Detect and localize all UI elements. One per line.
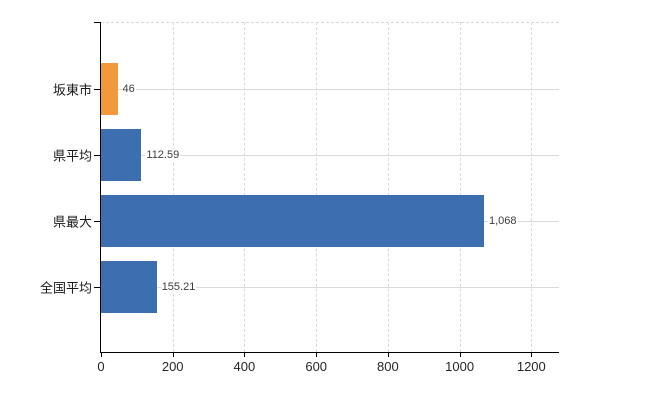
bar-value-label: 1,068 [488,215,518,227]
x-tick-label: 0 [97,359,105,374]
x-gridline [316,22,318,352]
bar-value-label: 155.21 [160,281,197,293]
category-label: 坂東市 [52,82,92,98]
x-tick-label: 600 [305,359,328,374]
y-gridline [101,287,559,288]
x-gridline [387,22,389,352]
x-tick-label: 800 [377,359,399,374]
y-axis-tick [94,287,100,288]
category-label: 全国平均 [39,280,92,296]
bar [101,195,484,247]
category-label: 県平均 [52,148,92,164]
x-axis-tick [316,352,318,357]
x-gridline [459,22,461,352]
y-gridline [101,89,559,90]
bar [101,63,118,115]
x-axis-tick [101,352,102,357]
plot-top-border [101,22,559,23]
x-axis-line [100,352,559,353]
category-label: 県最大 [52,214,92,230]
x-axis-tick [531,352,533,357]
x-tick-label: 1000 [445,359,475,374]
bar [101,129,142,181]
y-axis-tick [94,221,100,222]
x-tick-label: 1200 [516,359,546,374]
x-axis-tick [244,352,246,357]
bar [101,261,157,313]
x-gridline [172,22,174,352]
x-axis-tick [172,352,174,357]
y-gridline [101,155,559,156]
y-axis-tick [94,155,100,156]
bar-value-label: 112.59 [145,149,181,161]
x-tick-label: 200 [161,359,184,374]
y-axis-top-tick [94,22,100,23]
y-axis-line [100,22,101,352]
x-axis-tick [459,352,461,357]
x-gridline [531,22,533,352]
x-gridline [244,22,246,352]
x-axis-tick [387,352,389,357]
bar-value-label: 46 [121,83,136,95]
y-axis-tick [94,89,100,90]
x-tick-label: 400 [233,359,256,374]
